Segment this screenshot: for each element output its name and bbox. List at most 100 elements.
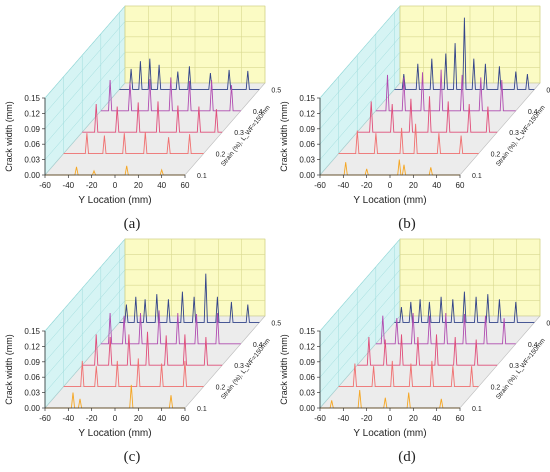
y-tick-label: 0.09 bbox=[299, 358, 315, 367]
left-grid-h bbox=[44, 285, 126, 378]
series-line-0.1 bbox=[320, 389, 460, 409]
panel-caption: (a) bbox=[124, 216, 141, 232]
left-grid-h bbox=[44, 5, 126, 99]
left-grid-h bbox=[319, 269, 401, 362]
y-tick-label: 0.06 bbox=[299, 373, 315, 382]
y-tick-label: 0.06 bbox=[24, 140, 40, 149]
left-grid-h bbox=[44, 82, 126, 176]
y-tick-label: 0.15 bbox=[24, 94, 40, 103]
strain-tick-label-0.3: 0.3 bbox=[509, 130, 519, 137]
series-line-0.5 bbox=[119, 273, 260, 323]
x-tick-label: -40 bbox=[63, 181, 75, 190]
x-tick-label: -60 bbox=[39, 181, 51, 190]
y-tick-label: 0.12 bbox=[299, 109, 315, 118]
left-grid-h bbox=[44, 67, 126, 160]
left-grid-h bbox=[44, 36, 126, 129]
x-tick-label: 40 bbox=[157, 414, 166, 423]
left-grid-h bbox=[319, 52, 401, 145]
y-axis-label: Crack width (mm) bbox=[4, 101, 14, 172]
series-line-0.3 bbox=[357, 96, 498, 133]
series-line-0.2 bbox=[63, 358, 204, 388]
y-tick-label: 0.12 bbox=[24, 109, 40, 118]
x-tick-label: 60 bbox=[456, 414, 465, 423]
x-axis-label: Y Location (mm) bbox=[78, 195, 151, 206]
y-tick-label: 0.03 bbox=[299, 389, 315, 398]
strain-tick-label-0.1: 0.1 bbox=[197, 173, 207, 180]
y-tick-label: 0.00 bbox=[299, 171, 315, 180]
series-line-0.2 bbox=[338, 123, 479, 155]
x-tick-label: -20 bbox=[361, 414, 373, 423]
strain-tick-label-0.5: 0.5 bbox=[271, 320, 281, 327]
y-tick-label: 0.12 bbox=[24, 342, 40, 351]
strain-tick-label-0.4: 0.4 bbox=[253, 342, 263, 349]
strain-tick-label-0.1: 0.1 bbox=[472, 173, 482, 180]
series-line-0.2 bbox=[63, 131, 204, 155]
panel-0: 0.5 0.4 0.3 0.2 0.1 -60 -40 -20 0 20 40 60 0.00 0.03 0… bbox=[4, 5, 281, 232]
y-tick-label: 0.06 bbox=[299, 140, 315, 149]
left-grid-h bbox=[319, 300, 401, 393]
x-tick-label: -60 bbox=[39, 414, 51, 423]
left-grid-h bbox=[44, 21, 126, 114]
x-tick-label: -20 bbox=[361, 181, 373, 190]
x-tick-label: -20 bbox=[86, 181, 98, 190]
strain-tick-label-0.5: 0.5 bbox=[271, 87, 281, 94]
panel-1: 0.5 0.4 0.3 0.2 0.1 -60 -40 -20 0 20 40 60 0.00 0.03 0… bbox=[279, 5, 550, 232]
x-tick-label: 60 bbox=[181, 181, 190, 190]
y-tick-label: 0.00 bbox=[299, 404, 315, 413]
x-axis-label: Y Location (mm) bbox=[78, 428, 151, 439]
left-grid-h bbox=[44, 269, 126, 362]
x-tick-label: 0 bbox=[388, 181, 393, 190]
left-grid-h bbox=[44, 315, 126, 409]
series-line-0.4 bbox=[375, 312, 516, 345]
strain-tick-label-0.4: 0.4 bbox=[253, 109, 263, 116]
y-tick-label: 0.06 bbox=[24, 373, 40, 382]
left-grid-h bbox=[319, 285, 401, 378]
y-tick-label: 0.12 bbox=[299, 342, 315, 351]
series-line-0.3 bbox=[82, 331, 223, 366]
y-tick-label: 0.09 bbox=[299, 125, 315, 134]
x-tick-label: -40 bbox=[63, 414, 75, 423]
left-grid-h bbox=[44, 300, 126, 393]
y-tick-label: 0.03 bbox=[299, 156, 315, 165]
strain-tick-label-0.2: 0.2 bbox=[491, 385, 501, 392]
panel-caption: (b) bbox=[398, 216, 416, 232]
x-tick-label: 20 bbox=[134, 181, 143, 190]
series-line-0.4 bbox=[100, 310, 241, 345]
y-tick-label: 0.03 bbox=[24, 389, 40, 398]
left-grid-h bbox=[44, 254, 126, 347]
x-tick-label: -20 bbox=[86, 414, 98, 423]
x-tick-label: 60 bbox=[456, 181, 465, 190]
x-tick-label: 0 bbox=[113, 181, 118, 190]
strain-tick-label-0.1: 0.1 bbox=[472, 406, 482, 413]
y-axis-label: Crack width (mm) bbox=[279, 101, 289, 172]
series-line-0.1 bbox=[320, 159, 460, 176]
series-line-0.5 bbox=[394, 291, 535, 323]
strain-tick-label-0.2: 0.2 bbox=[216, 152, 226, 159]
strain-tick-label-0.1: 0.1 bbox=[197, 406, 207, 413]
left-grid-h bbox=[319, 315, 401, 409]
left-grid-h bbox=[319, 5, 401, 99]
left-grid-h bbox=[319, 67, 401, 160]
y-tick-label: 0.00 bbox=[24, 404, 40, 413]
y-axis-label: Crack width (mm) bbox=[4, 334, 14, 405]
series-line-0.2 bbox=[338, 360, 479, 388]
left-grid-h bbox=[319, 21, 401, 114]
x-tick-label: 20 bbox=[409, 414, 418, 423]
x-tick-label: 0 bbox=[388, 414, 393, 423]
series-line-0.5 bbox=[394, 17, 535, 90]
series-line-0.5 bbox=[119, 58, 260, 90]
y-axis-label: Crack width (mm) bbox=[279, 334, 289, 405]
strain-tick-label-0.3: 0.3 bbox=[234, 130, 244, 137]
y-tick-label: 0.09 bbox=[24, 125, 40, 134]
strain-tick-label-0.4: 0.4 bbox=[528, 342, 538, 349]
strain-tick-label-0.5: 0.5 bbox=[546, 320, 550, 327]
x-tick-label: 20 bbox=[409, 181, 418, 190]
left-grid-h bbox=[319, 36, 401, 129]
series-line-0.3 bbox=[82, 101, 223, 133]
panel-caption: (c) bbox=[124, 449, 141, 465]
x-tick-label: -40 bbox=[338, 181, 350, 190]
series-line-0.4 bbox=[100, 77, 241, 112]
strain-tick-label-0.5: 0.5 bbox=[546, 87, 550, 94]
